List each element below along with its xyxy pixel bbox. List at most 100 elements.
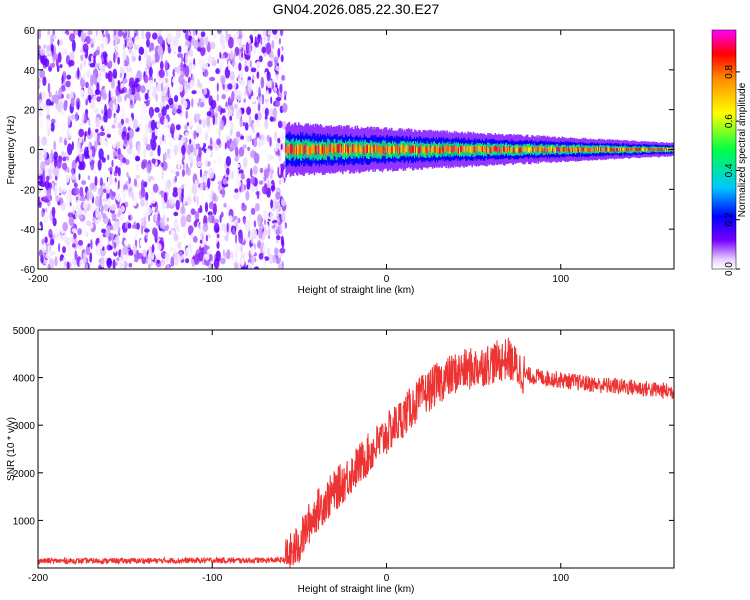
spectrogram-noise-cell xyxy=(139,85,146,94)
spectrogram-noise-cell xyxy=(226,249,231,260)
spectrogram-noise-cell xyxy=(254,36,257,46)
spectrogram-noise-cell xyxy=(131,56,137,62)
spectrogram-noise-cell xyxy=(244,184,246,191)
spectrogram-noise-cell xyxy=(244,220,251,233)
spectrogram-noise-cell xyxy=(43,44,47,49)
spectrogram-signal-cell xyxy=(663,148,666,151)
spectrogram-noise-cell xyxy=(199,37,205,49)
spectrogram-signal-cell xyxy=(447,144,450,152)
spectrogram-noise-cell xyxy=(157,45,163,56)
spectrogram-signal-cell xyxy=(339,145,342,154)
spectrogram-noise-cell xyxy=(269,116,274,122)
spectrogram-noise-cell xyxy=(245,233,249,243)
spectrogram-noise-cell xyxy=(140,113,144,123)
spectrogram-signal-cell xyxy=(305,143,307,153)
spectrogram-noise-cell xyxy=(248,261,251,269)
spectrogram-signal-cell xyxy=(580,147,582,152)
spectrogram-signal-cell xyxy=(449,146,452,154)
spectrogram-signal-cell xyxy=(602,148,604,152)
spectrogram-signal-cell xyxy=(569,146,572,151)
spectrogram-noise-cell xyxy=(87,127,91,136)
spectrogram-signal-cell xyxy=(383,145,386,153)
spectrogram-noise-cell xyxy=(75,199,81,209)
spectrogram-noise-cell xyxy=(128,47,132,54)
spectrogram-signal-cell xyxy=(635,147,638,151)
spectrogram-noise-cell xyxy=(185,247,191,257)
spectrogram-noise-cell xyxy=(205,148,212,157)
spectrogram-noise-cell xyxy=(95,36,100,42)
spectrogram-noise-cell xyxy=(114,165,119,174)
spectrogram-noise-cell xyxy=(185,214,192,223)
spectrogram-signal-cell xyxy=(309,146,312,156)
spectrogram-noise-cell xyxy=(79,77,86,88)
spectrogram-noise-cell xyxy=(283,90,288,96)
spectrogram-noise-cell xyxy=(278,164,281,176)
spectrogram-signal-cell xyxy=(361,143,364,152)
spectrogram-noise-cell xyxy=(215,68,220,75)
spectrogram-noise-cell xyxy=(174,175,178,183)
spectrogram-noise-cell xyxy=(263,168,269,179)
spectrogram-noise-cell xyxy=(183,158,189,164)
spectrogram-noise-cell xyxy=(208,156,215,163)
spectrogram-signal-cell xyxy=(640,147,643,151)
spectrogram-noise-cell xyxy=(135,155,140,161)
spectrogram-noise-cell xyxy=(65,155,70,161)
spectrogram-noise-cell xyxy=(128,142,133,150)
spectrogram-signal-cell xyxy=(520,148,523,154)
spectrogram-noise-cell xyxy=(97,159,102,171)
spectrogram-noise-cell xyxy=(49,233,53,239)
spectrogram-signal-cell xyxy=(402,144,405,153)
spectrogram-noise-cell xyxy=(187,128,193,141)
spectrogram-noise-cell xyxy=(203,87,208,95)
spectrogram-signal-cell xyxy=(347,143,349,153)
spectrogram-signal-cell xyxy=(668,148,670,152)
spectrogram-noise-cell xyxy=(87,243,91,248)
spectrogram-signal-cell xyxy=(371,144,373,153)
spectrogram-noise-cell xyxy=(80,30,86,43)
spectrogram-signal-cell xyxy=(333,147,336,156)
spectrogram-signal-cell xyxy=(457,147,460,154)
spectrogram-signal-cell xyxy=(567,146,570,152)
spectrogram-noise-cell xyxy=(62,156,67,162)
spectrogram-noise-cell xyxy=(239,30,242,35)
spectrogram-noise-cell xyxy=(39,68,45,79)
spectrogram-noise-cell xyxy=(43,251,46,257)
spectrogram-noise-cell xyxy=(63,171,70,184)
spectrogram-signal-cell xyxy=(334,143,337,153)
spectrogram-noise-cell xyxy=(69,165,72,176)
spectrogram-signal-cell xyxy=(616,148,619,152)
spectrogram-noise-cell xyxy=(234,261,239,269)
spectrogram-noise-cell xyxy=(250,95,256,103)
spectrogram-noise-cell xyxy=(174,95,179,103)
snr-y-tick-label: 5000 xyxy=(13,326,36,337)
spectrogram-signal-cell xyxy=(463,146,465,153)
spectrogram-signal-cell xyxy=(405,144,408,152)
spectrogram-noise-cell xyxy=(253,152,260,164)
spectrogram-noise-cell xyxy=(229,115,233,121)
spectrogram-noise-cell xyxy=(39,108,43,120)
spectrogram-noise-cell xyxy=(94,107,99,114)
spectrogram-signal-cell xyxy=(525,148,528,154)
spectrogram-signal-cell xyxy=(645,147,647,151)
spectrogram-signal-cell xyxy=(497,146,500,153)
spectrogram-signal-cell xyxy=(539,146,542,152)
spectrogram-noise-cell xyxy=(186,196,192,205)
spectrogram-signal-cell xyxy=(360,146,363,155)
spectrogram-signal-cell xyxy=(565,146,568,152)
spectrogram-noise-cell xyxy=(138,96,141,102)
spectrogram-noise-cell xyxy=(127,206,132,213)
spectrogram-noise-cell xyxy=(176,66,180,75)
spectrogram-noise-cell xyxy=(41,238,45,246)
spectrogram-noise-cell xyxy=(162,231,168,239)
spectrogram-noise-cell xyxy=(123,136,128,145)
spectrogram-noise-cell xyxy=(94,89,101,96)
spectrogram-noise-cell xyxy=(281,176,285,189)
spectrogram-signal-cell xyxy=(485,146,487,153)
spectrogram-noise-cell xyxy=(68,127,75,134)
spectrogram-signal-cell xyxy=(290,144,293,155)
spectrogram-noise-cell xyxy=(90,162,95,171)
spectrogram-noise-cell xyxy=(219,51,222,59)
spectrogram-signal-cell xyxy=(555,147,557,153)
snr-x-tick-label: -200 xyxy=(28,573,48,584)
spectrogram-signal-cell xyxy=(639,147,642,151)
